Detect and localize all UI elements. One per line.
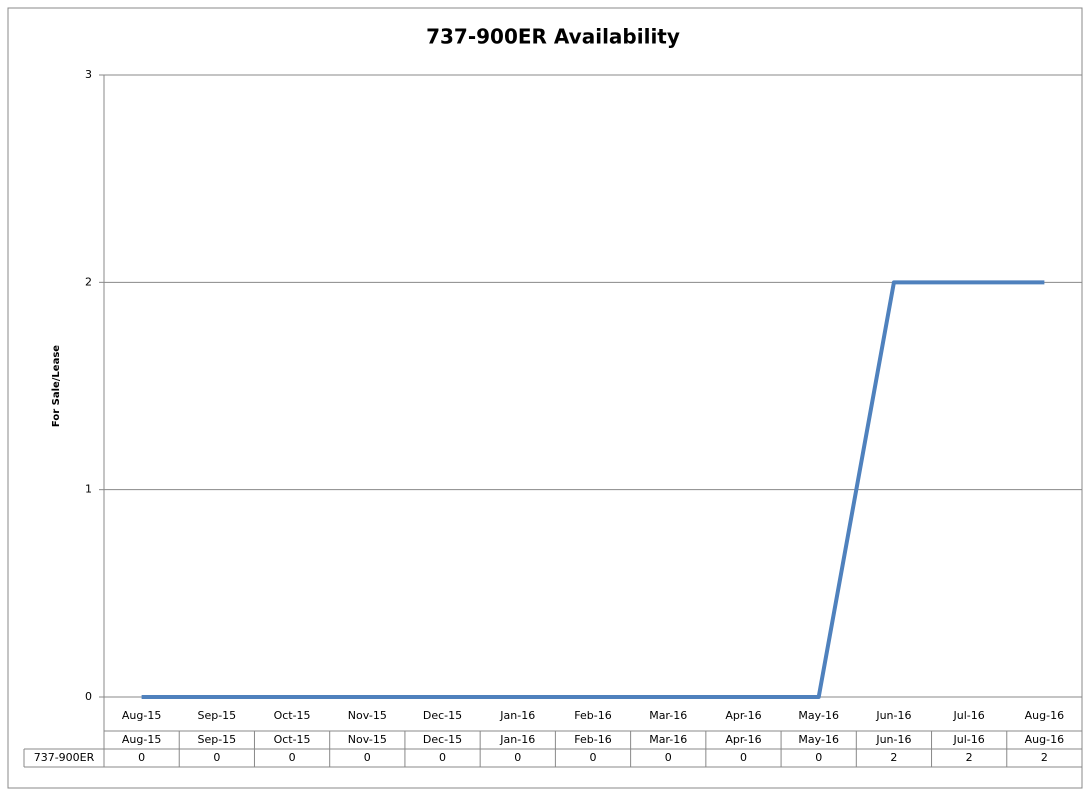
table-header: Aug-15 bbox=[122, 733, 161, 746]
table-header: Feb-16 bbox=[574, 733, 611, 746]
y-tick-label: 3 bbox=[85, 68, 92, 81]
x-tick-label: Nov-15 bbox=[348, 709, 387, 722]
x-tick-label: Jun-16 bbox=[875, 709, 911, 722]
table-header: Jan-16 bbox=[499, 733, 535, 746]
y-axis-label: For Sale/Lease bbox=[51, 345, 62, 427]
table-value: 0 bbox=[514, 751, 521, 764]
x-tick-label: May-16 bbox=[798, 709, 839, 722]
table-header: Jun-16 bbox=[875, 733, 911, 746]
table-header: Oct-15 bbox=[274, 733, 311, 746]
table-header: Aug-16 bbox=[1025, 733, 1064, 746]
table-value: 2 bbox=[966, 751, 973, 764]
chart-border bbox=[7, 7, 1083, 789]
data-line bbox=[141, 280, 1045, 699]
table-header: May-16 bbox=[798, 733, 839, 746]
y-tick-label: 2 bbox=[85, 275, 92, 288]
table-value: 2 bbox=[1041, 751, 1048, 764]
x-tick-label: Mar-16 bbox=[649, 709, 687, 722]
y-tick-label: 1 bbox=[85, 483, 92, 496]
x-tick-label: Dec-15 bbox=[423, 709, 462, 722]
table-header: Dec-15 bbox=[423, 733, 462, 746]
table-value: 0 bbox=[439, 751, 446, 764]
table-header: Apr-16 bbox=[725, 733, 761, 746]
table-value: 0 bbox=[364, 751, 371, 764]
table-value: 0 bbox=[815, 751, 822, 764]
table-header: Jul-16 bbox=[953, 733, 985, 746]
x-tick-label: Jul-16 bbox=[953, 709, 985, 722]
table-header: Sep-15 bbox=[197, 733, 236, 746]
table-value: 0 bbox=[138, 751, 145, 764]
table-value: 0 bbox=[740, 751, 747, 764]
table-value: 2 bbox=[890, 751, 897, 764]
table-value: 0 bbox=[665, 751, 672, 764]
x-tick-label: Apr-16 bbox=[725, 709, 761, 722]
x-tick-label: Aug-16 bbox=[1025, 709, 1064, 722]
x-tick-label: Jan-16 bbox=[499, 709, 535, 722]
table-value: 0 bbox=[289, 751, 296, 764]
table-value: 0 bbox=[590, 751, 597, 764]
table-header: Mar-16 bbox=[649, 733, 687, 746]
x-tick-label: Aug-15 bbox=[122, 709, 161, 722]
chart-title: 737-900ER Availability bbox=[426, 25, 680, 49]
x-tick-label: Oct-15 bbox=[274, 709, 311, 722]
table-header: Nov-15 bbox=[348, 733, 387, 746]
x-tick-label: Feb-16 bbox=[574, 709, 611, 722]
table-value: 0 bbox=[213, 751, 220, 764]
x-tick-label: Sep-15 bbox=[197, 709, 236, 722]
y-tick-label: 0 bbox=[85, 690, 92, 703]
table-series-name: 737-900ER bbox=[34, 751, 95, 764]
